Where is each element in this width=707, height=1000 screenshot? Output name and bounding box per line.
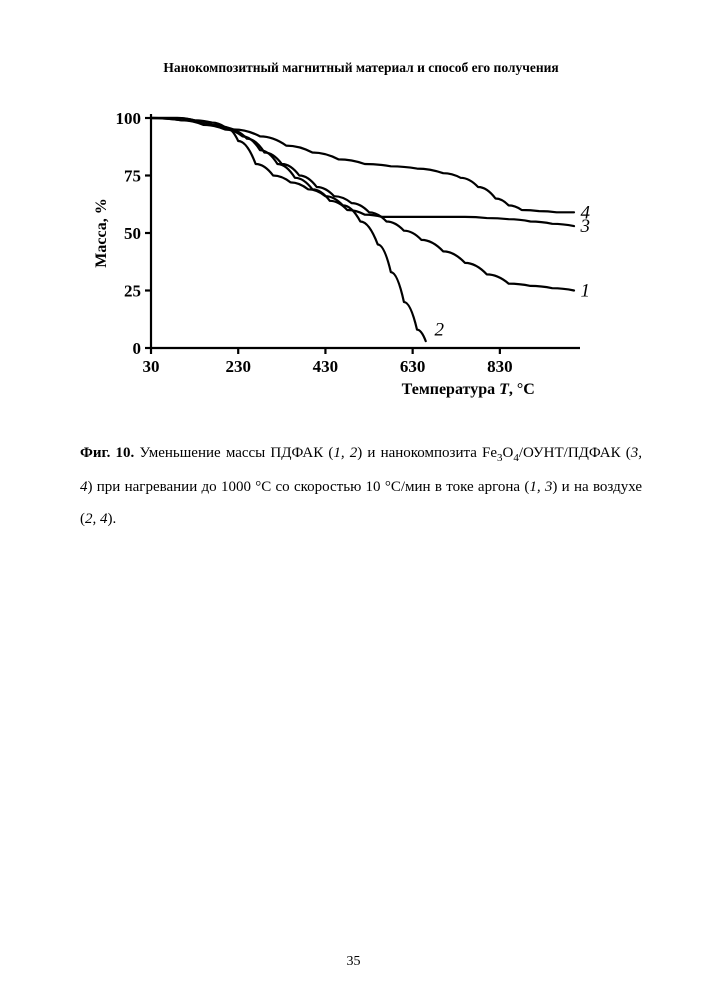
svg-text:2: 2 xyxy=(434,320,444,341)
tga-chart: 0 25 50 75 100 30 230 430 630 830 Масса, % Температ… xyxy=(86,104,626,409)
figure-label: Фиг. 10. xyxy=(80,445,134,461)
figure-caption: Фиг. 10. Уменьшение массы ПДФАК (1, 2) и… xyxy=(80,437,642,535)
series-ref-12: 1, 2 xyxy=(333,445,357,461)
series-ref-24: 2, 4 xyxy=(85,511,108,527)
svg-text:230: 230 xyxy=(225,357,251,376)
svg-text:30: 30 xyxy=(143,357,160,376)
svg-text:75: 75 xyxy=(124,167,141,186)
svg-text:50: 50 xyxy=(124,224,141,243)
svg-text:0: 0 xyxy=(133,339,142,358)
svg-text:430: 430 xyxy=(313,357,339,376)
svg-text:630: 630 xyxy=(400,357,426,376)
caption-text: ) и нанокомпозита Fe xyxy=(357,445,497,461)
series-ref-13: 1, 3 xyxy=(529,479,552,495)
svg-text:25: 25 xyxy=(124,282,141,301)
caption-text: ). xyxy=(108,511,117,527)
svg-text:1: 1 xyxy=(581,281,591,302)
svg-text:Температура T, °С: Температура T, °С xyxy=(402,381,535,398)
svg-text:830: 830 xyxy=(487,357,513,376)
caption-text: Уменьшение массы ПДФАК ( xyxy=(134,445,333,461)
page-header: Нанокомпозитный магнитный материал и спо… xyxy=(80,60,642,76)
svg-text:4: 4 xyxy=(581,202,591,223)
caption-text: /ОУНТ/ПДФАК ( xyxy=(519,445,631,461)
page-number: 35 xyxy=(0,954,707,970)
svg-text:Масса, %: Масса, % xyxy=(93,198,110,268)
caption-text: O xyxy=(503,445,514,461)
svg-text:100: 100 xyxy=(116,109,142,128)
caption-text: ) при нагревании до 1000 °С со скоростью… xyxy=(88,479,530,495)
